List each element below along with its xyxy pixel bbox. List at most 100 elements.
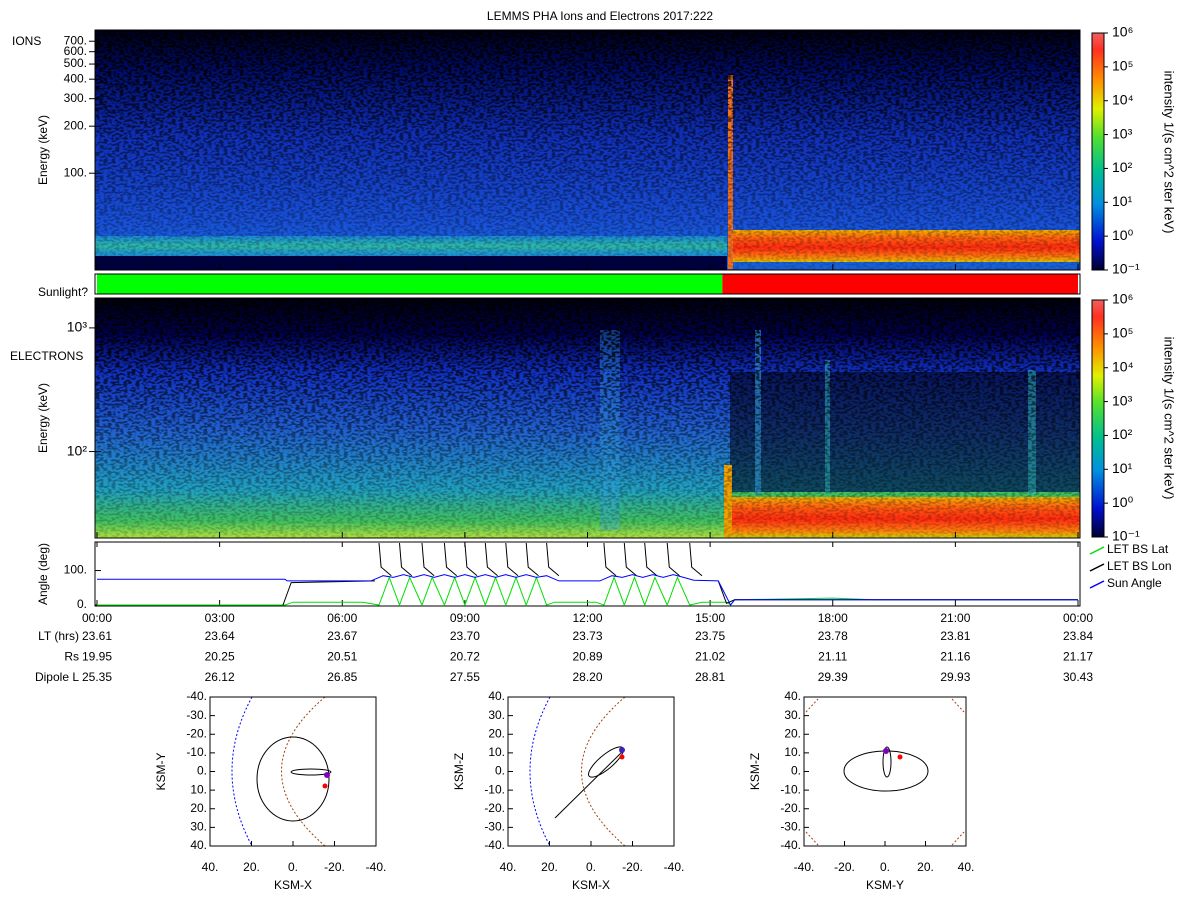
- y-tick-label: -10.: [186, 745, 207, 759]
- x-tick-label: 03:00: [205, 611, 235, 625]
- row-label: LT (hrs): [38, 629, 79, 643]
- y-tick-label: 30.: [488, 708, 505, 722]
- title: LEMMS PHA Ions and Electrons 2017:222: [487, 9, 713, 23]
- colorbar-tick-label: 10²: [1112, 159, 1133, 175]
- legend-swatch: [1089, 546, 1105, 555]
- colorbar-tick-label: 10⁻¹: [1112, 261, 1140, 277]
- sunlight-frame: [94, 273, 1081, 295]
- y-axis-label: KSM-Z: [452, 753, 466, 790]
- y-tick-label: 400.: [64, 71, 87, 85]
- legend-label: Sun Angle: [1107, 576, 1162, 590]
- row-value: 26.85: [327, 670, 357, 684]
- y-tick-label: 40.: [190, 838, 207, 852]
- y-tick-label: 40.: [488, 689, 505, 703]
- row-value: 23.78: [818, 629, 848, 643]
- y-tick-label: -20.: [484, 801, 505, 815]
- colorbar-tick-label: 10⁶: [1112, 291, 1133, 307]
- y-tick-label: -20.: [186, 726, 207, 740]
- y-tick-label: 30.: [190, 820, 207, 834]
- x-axis-label: KSM-X: [274, 878, 312, 892]
- orbit-yz: [805, 698, 965, 846]
- x-tick-label: 20.: [541, 860, 558, 874]
- ion-ylabel: Energy (keV): [36, 115, 50, 185]
- y-tick-label: -40.: [484, 838, 505, 852]
- x-tick-label: 15:00: [695, 611, 725, 625]
- row-value: 28.81: [695, 670, 725, 684]
- row-value: 25.35: [82, 670, 112, 684]
- row-value: 23.81: [940, 629, 970, 643]
- y-tick-label: -40.: [186, 689, 207, 703]
- y-tick-label: 500.: [64, 56, 87, 70]
- x-tick-label: -20.: [622, 860, 643, 874]
- x-tick-label: -20.: [834, 860, 855, 874]
- y-tick-label: 700.: [64, 33, 87, 47]
- x-tick-label: 18:00: [818, 611, 848, 625]
- ion-colorbar: [1091, 32, 1105, 271]
- legend-swatch: [1089, 563, 1105, 572]
- angle-line: [282, 542, 1078, 606]
- angle-ylabel: Angle (deg): [36, 543, 50, 605]
- row-value: 28.20: [572, 670, 602, 684]
- x-tick-label: 12:00: [572, 611, 602, 625]
- x-tick-label: -40.: [664, 860, 685, 874]
- y-tick-label: 20.: [784, 726, 801, 740]
- y-tick-label: 20.: [190, 801, 207, 815]
- x-tick-label: 0.: [288, 860, 298, 874]
- row-value: 20.51: [327, 650, 357, 664]
- x-tick-label: 09:00: [450, 611, 480, 625]
- y-tick-label: 10³: [67, 319, 88, 335]
- x-tick-label: 40.: [500, 860, 517, 874]
- colorbar-tick-label: 10⁻¹: [1112, 528, 1140, 544]
- colorbar-tick-label: 10³: [1112, 125, 1133, 141]
- row-value: 29.39: [818, 670, 848, 684]
- row-value: 21.02: [695, 650, 725, 664]
- legend-label: LET BS Lat: [1107, 542, 1169, 556]
- row-value: 30.43: [1063, 670, 1093, 684]
- x-tick-label: 40.: [202, 860, 219, 874]
- y-tick-label: -20.: [780, 801, 801, 815]
- colorbar-tick-label: 10¹: [1112, 460, 1133, 476]
- colorbar-tick-label: 10⁵: [1112, 58, 1133, 74]
- electron-spectrogram: [95, 298, 1080, 538]
- y-tick-label: 30.: [784, 708, 801, 722]
- x-tick-label: -20.: [324, 860, 345, 874]
- row-value: 23.75: [695, 629, 725, 643]
- y-axis-label: KSM-Y: [154, 752, 168, 790]
- y-tick-label: 20.: [488, 726, 505, 740]
- x-axis-label: KSM-Y: [866, 878, 904, 892]
- y-tick-label: 10.: [784, 745, 801, 759]
- row-value: 23.70: [450, 629, 480, 643]
- orbit-xy: [231, 696, 332, 847]
- y-tick-label: 0.: [77, 597, 87, 611]
- electron-ylabel: Energy (keV): [36, 383, 50, 453]
- row-value: 23.67: [327, 629, 357, 643]
- y-tick-label: 300.: [64, 91, 87, 105]
- legend-label: LET BS Lon: [1107, 559, 1172, 573]
- row-value: 23.73: [572, 629, 602, 643]
- colorbar-tick-label: 10⁶: [1112, 24, 1133, 40]
- y-tick-label: 0.: [791, 764, 801, 778]
- angle-frame: [94, 541, 1081, 607]
- x-tick-label: 00:00: [1063, 611, 1093, 625]
- row-label: Rs: [64, 650, 79, 664]
- row-value: 23.61: [82, 629, 112, 643]
- row-value: 21.11: [818, 650, 847, 664]
- row-value: 19.95: [82, 650, 112, 664]
- y-tick-label: 10.: [190, 782, 207, 796]
- y-tick-label: -10.: [484, 782, 505, 796]
- x-tick-label: 40.: [958, 860, 975, 874]
- y-tick-label: 10.: [488, 745, 505, 759]
- orbit-frame: [507, 696, 675, 847]
- colorbar-tick-label: 10⁰: [1112, 494, 1134, 510]
- row-value: 20.25: [205, 650, 235, 664]
- row-value: 20.72: [450, 650, 480, 664]
- y-tick-label: -10.: [780, 782, 801, 796]
- colorbar-tick-label: 10²: [1112, 426, 1133, 442]
- x-tick-label: 0.: [586, 860, 596, 874]
- row-value: 23.64: [205, 629, 235, 643]
- row-value: 23.84: [1063, 629, 1093, 643]
- y-tick-label: 100.: [64, 563, 87, 577]
- x-tick-label: -40.: [366, 860, 387, 874]
- electron-colorbar: [1091, 299, 1105, 538]
